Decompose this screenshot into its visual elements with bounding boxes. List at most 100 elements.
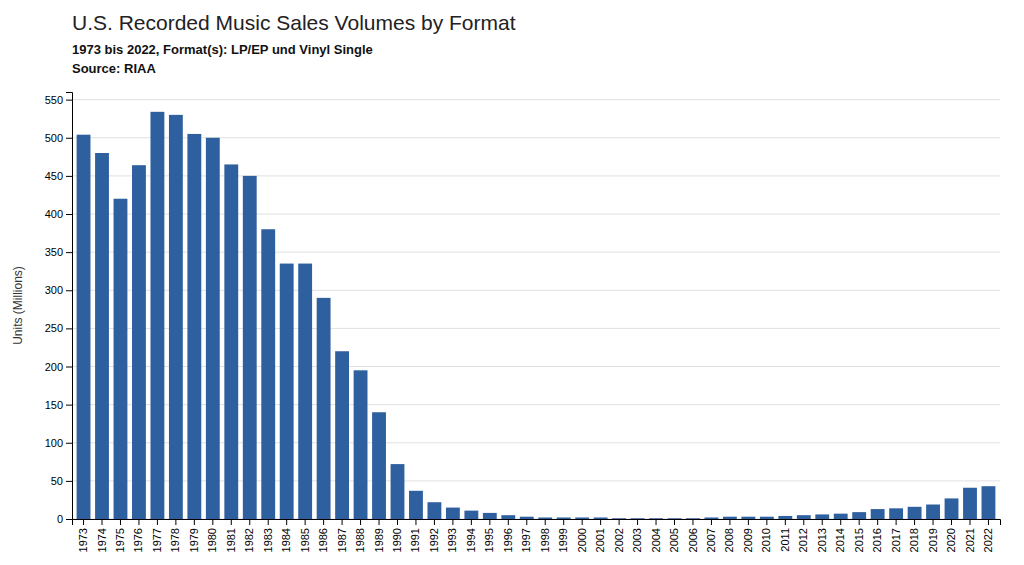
x-tick: 2022 xyxy=(982,519,994,552)
x-tick-mark xyxy=(656,519,657,525)
x-tick: 1994 xyxy=(465,519,477,552)
x-tick-label: 1988 xyxy=(354,528,366,552)
x-tick-mark xyxy=(175,519,176,525)
x-tick-mark xyxy=(840,519,841,525)
x-tick-label: 2017 xyxy=(890,528,902,552)
x-tick-mark xyxy=(822,519,823,525)
x-tick-mark xyxy=(914,519,915,525)
bar xyxy=(538,517,552,519)
x-tick-mark xyxy=(194,519,195,525)
x-tick-label: 1977 xyxy=(151,528,163,552)
bar xyxy=(77,135,91,519)
x-tick-mark xyxy=(877,519,878,525)
x-tick-mark xyxy=(508,519,509,525)
x-tick: 1976 xyxy=(132,519,144,552)
bar xyxy=(446,508,460,519)
x-tick-label: 2020 xyxy=(945,528,957,552)
x-tick-mark xyxy=(933,519,934,525)
x-tick-label: 2001 xyxy=(594,528,606,552)
x-tick-mark xyxy=(969,519,970,525)
y-tick: 200 xyxy=(45,361,72,373)
x-tick-mark xyxy=(859,519,860,525)
x-tick: 1985 xyxy=(299,519,311,552)
x-tick: 1984 xyxy=(280,519,292,552)
x-tick-label: 1984 xyxy=(280,528,292,552)
bar xyxy=(631,518,645,519)
y-tick-label: 500 xyxy=(45,132,63,144)
x-tick-mark xyxy=(360,519,361,525)
y-tick-mark xyxy=(66,519,72,520)
bar xyxy=(280,264,294,519)
y-tick: 0 xyxy=(57,513,72,525)
x-tick-mark xyxy=(766,519,767,525)
x-tick-mark xyxy=(711,519,712,525)
x-tick-mark xyxy=(600,519,601,525)
x-tick: 2011 xyxy=(779,519,791,552)
x-tick-mark xyxy=(397,519,398,525)
bar xyxy=(834,514,848,519)
bar xyxy=(668,518,682,519)
x-tick: 1989 xyxy=(373,519,385,552)
bar xyxy=(243,176,257,519)
x-tick-label: 1995 xyxy=(483,528,495,552)
x-tick-mark xyxy=(268,519,269,525)
x-tick: 2013 xyxy=(816,519,828,552)
x-tick: 2002 xyxy=(613,519,625,552)
x-tick-mark xyxy=(785,519,786,525)
x-tick-label: 1981 xyxy=(225,528,237,552)
x-tick-label: 1990 xyxy=(391,528,403,552)
x-tick-label: 2006 xyxy=(686,528,698,552)
bar xyxy=(354,370,368,519)
bar xyxy=(889,508,903,519)
x-tick-mark xyxy=(637,519,638,525)
bar xyxy=(261,229,275,519)
x-tick-label: 1974 xyxy=(96,528,108,552)
bar xyxy=(557,517,571,519)
x-tick-label: 1992 xyxy=(428,528,440,552)
x-tick: 1975 xyxy=(114,519,126,552)
bar xyxy=(372,412,386,519)
x-tick: 2016 xyxy=(871,519,883,552)
y-tick-mark xyxy=(66,290,72,291)
x-tick-mark xyxy=(489,519,490,525)
bar xyxy=(428,502,442,519)
bar xyxy=(206,138,220,519)
x-tick: 2000 xyxy=(576,519,588,552)
x-tick: 1978 xyxy=(169,519,181,552)
y-tick: 500 xyxy=(45,132,72,144)
chart: U.S. Recorded Music Sales Volumes by For… xyxy=(0,0,1024,565)
x-tick-label: 2013 xyxy=(816,528,828,552)
x-tick: 1983 xyxy=(262,519,274,552)
bar xyxy=(409,491,423,519)
x-tick-label: 2010 xyxy=(760,528,772,552)
x-tick: 2014 xyxy=(834,519,846,552)
x-tick: 2015 xyxy=(853,519,865,552)
bar xyxy=(963,488,977,519)
x-tick-label: 1979 xyxy=(188,528,200,552)
x-tick-mark xyxy=(305,519,306,525)
x-tick-label: 2009 xyxy=(742,528,754,552)
y-tick: 350 xyxy=(45,246,72,258)
x-tick: 2003 xyxy=(631,519,643,552)
x-tick-label: 2000 xyxy=(576,528,588,552)
x-tick-mark xyxy=(379,519,380,525)
y-tick: 300 xyxy=(45,284,72,296)
x-tick-label: 1994 xyxy=(465,528,477,552)
y-tick-mark xyxy=(66,138,72,139)
x-tick: 2017 xyxy=(890,519,902,552)
y-tick-mark xyxy=(66,214,72,215)
x-tick-mark xyxy=(619,519,620,525)
x-tick-mark xyxy=(951,519,952,525)
x-tick-mark xyxy=(748,519,749,525)
x-tick-label: 2015 xyxy=(853,528,865,552)
x-tick-mark xyxy=(526,519,527,525)
x-tick-label: 2021 xyxy=(964,528,976,552)
y-tick-mark xyxy=(66,176,72,177)
x-tick: 1974 xyxy=(96,519,108,552)
bar xyxy=(224,164,238,519)
x-tick: 1993 xyxy=(446,519,458,552)
title: U.S. Recorded Music Sales Volumes by For… xyxy=(72,11,516,34)
x-tick: 2020 xyxy=(945,519,957,552)
bars xyxy=(77,112,996,519)
x-tick-mark xyxy=(286,519,287,525)
